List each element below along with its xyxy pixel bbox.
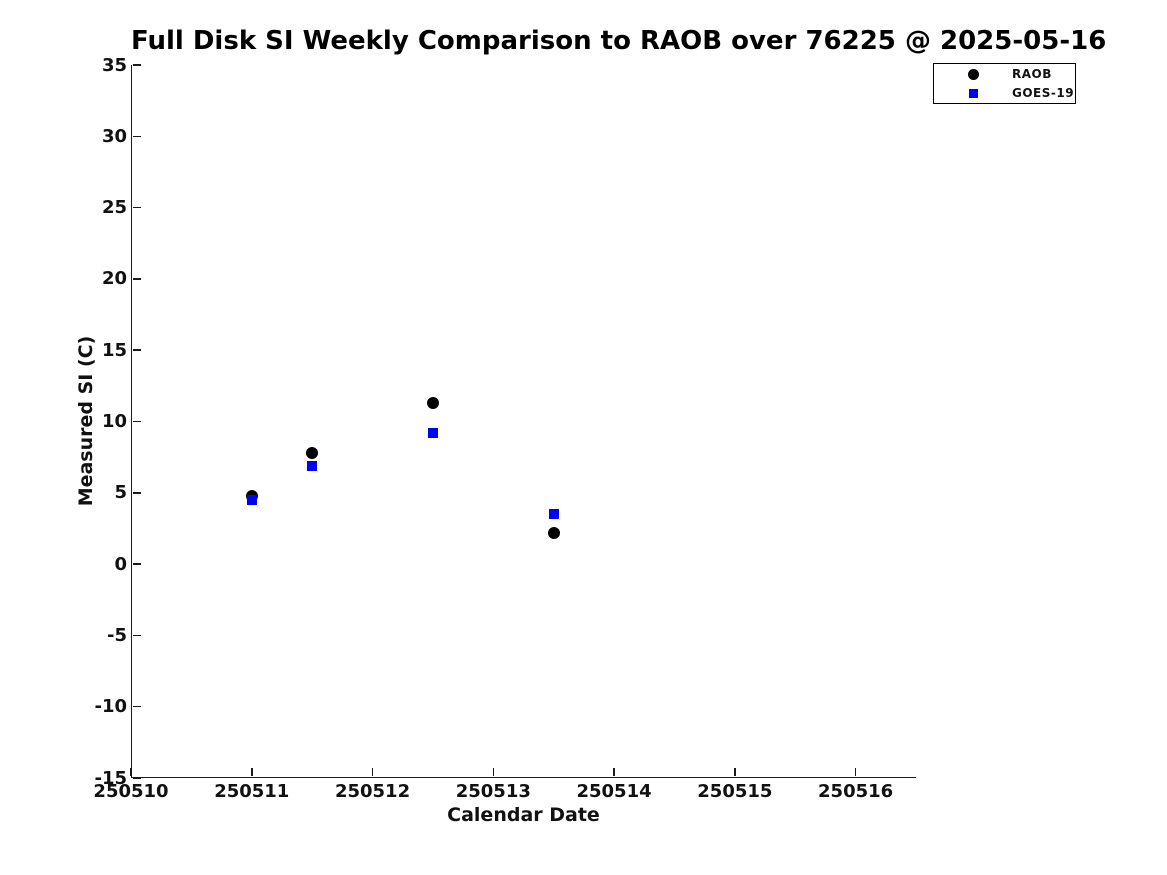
x-tick-label: 250515: [697, 781, 773, 802]
y-tick-label: 10: [101, 411, 127, 432]
goes-19-data-point: [246, 494, 257, 505]
legend-item-raob: RAOB: [934, 65, 1075, 83]
y-tick-label: 25: [101, 197, 127, 219]
y-tick-mark: [132, 634, 141, 637]
y-tick-mark: [132, 420, 141, 423]
x-axis-label: Calendar Date: [447, 804, 600, 826]
y-tick-mark: [132, 278, 141, 280]
x-tick-label: 250513: [455, 781, 531, 802]
y-tick-mark: [132, 206, 141, 209]
x-tick-label: 250514: [576, 781, 652, 802]
goes-19-data-point: [427, 427, 438, 438]
y-tick-mark: [132, 492, 141, 494]
goes-19-data-point: [548, 509, 559, 520]
y-tick-label: 30: [101, 125, 127, 147]
raob-data-point: [306, 446, 319, 459]
y-tick-label: -15: [94, 767, 127, 789]
y-tick-mark: [132, 563, 141, 565]
x-tick-label: 250511: [214, 781, 290, 802]
x-tick-mark: [854, 768, 857, 777]
x-tick-mark: [130, 768, 132, 777]
y-tick-label: -5: [107, 624, 127, 646]
legend-marker-cell: [934, 88, 1012, 98]
x-tick-mark: [613, 768, 615, 777]
legend-label-goes-19: GOES-19: [1012, 86, 1075, 100]
square-marker-icon: [968, 88, 978, 98]
y-tick-label: 5: [114, 482, 127, 504]
plot-area: [131, 65, 916, 778]
legend-marker-cell: [934, 68, 1012, 80]
x-tick-label: 250516: [818, 781, 894, 802]
x-tick-mark: [371, 768, 374, 777]
y-tick-mark: [132, 705, 141, 708]
y-tick-label: 15: [101, 339, 127, 361]
goes-19-data-point: [307, 460, 318, 471]
x-tick-mark: [492, 768, 495, 777]
raob-data-point: [547, 526, 560, 539]
y-tick-label: 0: [114, 553, 127, 575]
circle-marker-icon: [967, 68, 979, 80]
x-tick-mark: [250, 768, 253, 777]
legend: RAOB GOES-19: [933, 63, 1076, 104]
y-tick-mark: [132, 64, 141, 66]
raob-data-point: [426, 396, 439, 409]
y-tick-label: 20: [101, 268, 127, 290]
chart-title: Full Disk SI Weekly Comparison to RAOB o…: [131, 26, 1107, 56]
y-tick-mark: [132, 777, 141, 779]
y-tick-mark: [132, 135, 141, 138]
x-tick-label: 250512: [334, 781, 411, 802]
x-tick-label: 250510: [93, 781, 169, 802]
legend-label-raob: RAOB: [1012, 67, 1052, 81]
y-tick-mark: [132, 349, 141, 351]
legend-item-goes-19: GOES-19: [934, 84, 1075, 102]
y-tick-label: 35: [101, 54, 127, 76]
y-tick-label: -10: [94, 696, 127, 718]
x-tick-mark: [734, 768, 736, 777]
